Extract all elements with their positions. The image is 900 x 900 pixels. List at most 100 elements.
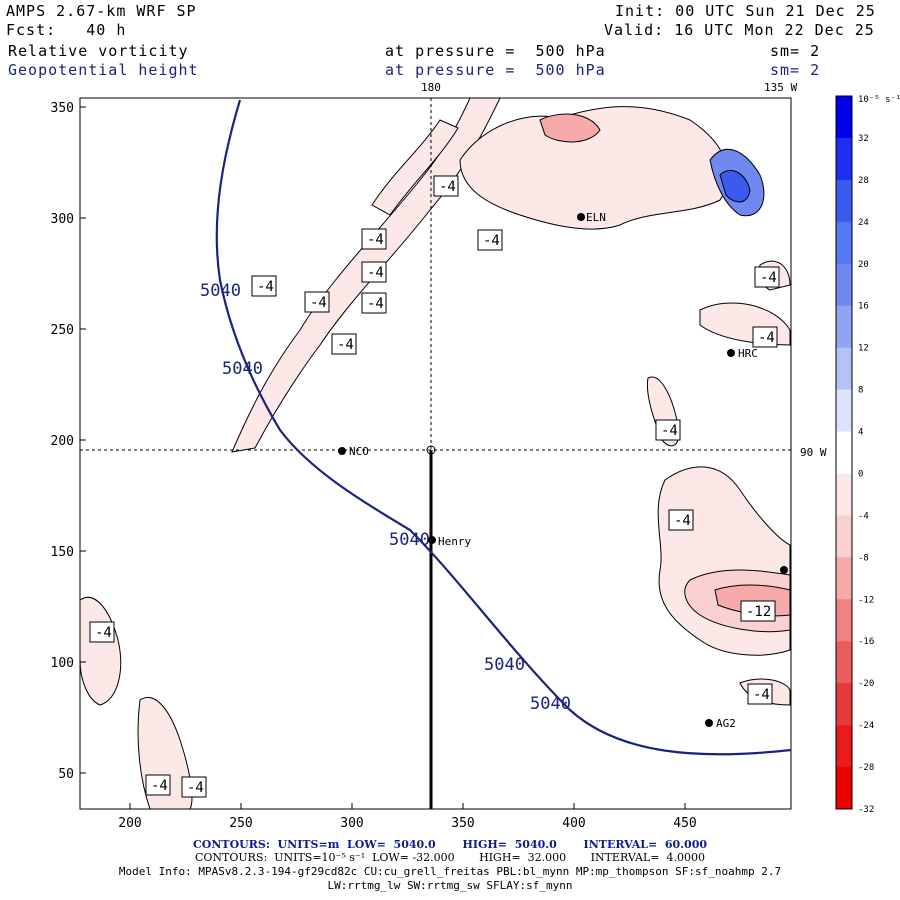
pressure-level-2: at pressure = 500 hPa: [385, 61, 606, 79]
station-east-marker: [780, 566, 788, 574]
y-tick-50: 50: [58, 767, 74, 782]
height-label-1: 5040: [200, 281, 241, 301]
colorbar-tick: -32: [858, 805, 874, 815]
colorbar-swatch: [836, 725, 852, 768]
colorbar: 32 28 24 20 16 12 8 4 0 -4 -8 -12 -16 -20 -24 -28 -32: [835, 95, 874, 815]
footer-physics-info: LW:rrtmg_lw SW:rrtmg_sw SFLAY:sf_mynn: [327, 879, 573, 892]
vort-label-13: -12: [746, 604, 771, 620]
field-height: Geopotential height: [8, 61, 199, 79]
smoothing-1: sm= 2: [770, 42, 821, 60]
x-tick-350: 350: [451, 816, 474, 831]
vort-label-17: -4: [187, 780, 204, 796]
height-label-4: 5040: [484, 655, 525, 675]
y-tick-150: 150: [51, 545, 74, 560]
x-tick-200: 200: [118, 816, 141, 831]
vort-label-3: -4: [483, 233, 500, 249]
colorbar-swatch: [836, 347, 852, 391]
colorbar-swatch: [836, 473, 852, 516]
meridian-label-90w: 90 W: [800, 446, 827, 459]
colorbar-tick: 32: [858, 134, 869, 144]
vorticity-fill-layer: [80, 98, 791, 809]
y-tick-100: 100: [51, 656, 74, 671]
colorbar-tick: 12: [858, 344, 869, 354]
colorbar-tick: 16: [858, 302, 869, 312]
x-axis: 200 250 300 350 400 450: [118, 803, 697, 831]
meridian-label-135w: 135 W: [764, 81, 797, 94]
model-title: AMPS 2.67-km WRF SP: [6, 2, 197, 20]
colorbar-swatch: [836, 179, 852, 223]
colorbar-tick: 24: [858, 218, 869, 228]
colorbar-tick: -12: [858, 595, 874, 605]
station-nco-marker: [338, 447, 346, 455]
colorbar-tick: 4: [858, 428, 863, 438]
station-nco: NCO: [349, 445, 369, 458]
y-tick-350: 350: [51, 101, 74, 116]
station-henry: Henry: [438, 535, 471, 548]
vort-label-1: -4: [439, 179, 456, 195]
x-tick-450: 450: [673, 816, 696, 831]
station-eln-marker: [577, 213, 585, 221]
smoothing-2: sm= 2: [770, 61, 821, 79]
colorbar-frame: [835, 95, 853, 810]
colorbar-tick: -24: [858, 721, 874, 731]
colorbar-swatch: [836, 599, 852, 642]
colorbar-tick: 20: [858, 260, 869, 270]
vort-label-10: -4: [758, 330, 775, 346]
vort-label-4: -4: [367, 265, 384, 281]
colorbar-swatch: [836, 221, 852, 265]
meridian-label-180: 180: [421, 81, 441, 94]
y-tick-250: 250: [51, 323, 74, 338]
vort-label-15: -4: [95, 625, 112, 641]
colorbar-swatch: [836, 96, 852, 139]
vort-label-2: -4: [367, 232, 384, 248]
colorbar-tick: -4: [858, 511, 869, 521]
colorbar-tick: 28: [858, 176, 869, 186]
y-tick-200: 200: [51, 434, 74, 449]
station-hrc: HRC: [738, 347, 758, 360]
vort-label-8: -4: [337, 337, 354, 353]
vort-label-5: -4: [257, 279, 274, 295]
colorbar-swatch: [836, 767, 852, 810]
station-eln: ELN: [586, 211, 606, 224]
vorticity-band-2: [371, 119, 459, 216]
field-vorticity: Relative vorticity: [8, 42, 189, 60]
colorbar-swatch: [836, 389, 852, 433]
x-tick-250: 250: [229, 816, 252, 831]
colorbar-swatch: [836, 305, 852, 349]
colorbar-unit: 10⁻⁵ s⁻¹: [858, 95, 900, 105]
colorbar-tick: -28: [858, 763, 874, 773]
footer-model-info: Model Info: MPASv8.2.3-194-gf29cd82c CU:…: [118, 865, 782, 878]
station-hrc-marker: [727, 349, 735, 357]
colorbar-swatch: [836, 263, 852, 307]
vort-label-12: -4: [674, 513, 691, 529]
station-ag2-marker: [705, 719, 713, 727]
colorbar-swatch: [836, 683, 852, 726]
colorbar-tick: -8: [858, 553, 869, 563]
station-henry-marker: [428, 536, 436, 544]
vort-label-6: -4: [310, 295, 327, 311]
station-ag2: AG2: [716, 717, 736, 730]
height-label-3: 5040: [389, 530, 430, 550]
colorbar-tick: 8: [858, 386, 863, 396]
valid-time: Valid: 16 UTC Mon 22 Dec 25: [604, 21, 875, 39]
colorbar-tick: -16: [858, 637, 874, 647]
colorbar-swatch: [836, 515, 852, 558]
south-pole-marker: [426, 445, 436, 455]
y-axis: 350 300 250 200 150 100 50: [51, 101, 86, 782]
forecast-hour: Fcst: 40 h: [6, 21, 127, 39]
colorbar-swatch: [836, 641, 852, 684]
footer-height-contours: CONTOURS: UNITS=m LOW= 5040.0 HIGH= 5040…: [193, 838, 707, 851]
footer-vorticity-contours: CONTOURS: UNITS=10⁻⁵ s⁻¹ LOW= -32.000 HI…: [195, 851, 705, 864]
vort-label-16: -4: [151, 778, 168, 794]
height-contour-5040: [215, 99, 792, 756]
colorbar-swatch: [836, 137, 852, 181]
vorticity-labels: -4 -4 -4 -4 -4 -4 -4 -4 -4 -4 -4 -4 -12 …: [89, 175, 780, 798]
vorticity-core-ne: [539, 113, 601, 143]
colorbar-swatch: [836, 431, 852, 474]
x-tick-400: 400: [562, 816, 585, 831]
pressure-level-1: at pressure = 500 hPa: [385, 42, 606, 60]
height-label-2: 5040: [222, 359, 263, 379]
vorticity-region-sw: [80, 597, 122, 706]
vort-label-11: -4: [661, 423, 678, 439]
